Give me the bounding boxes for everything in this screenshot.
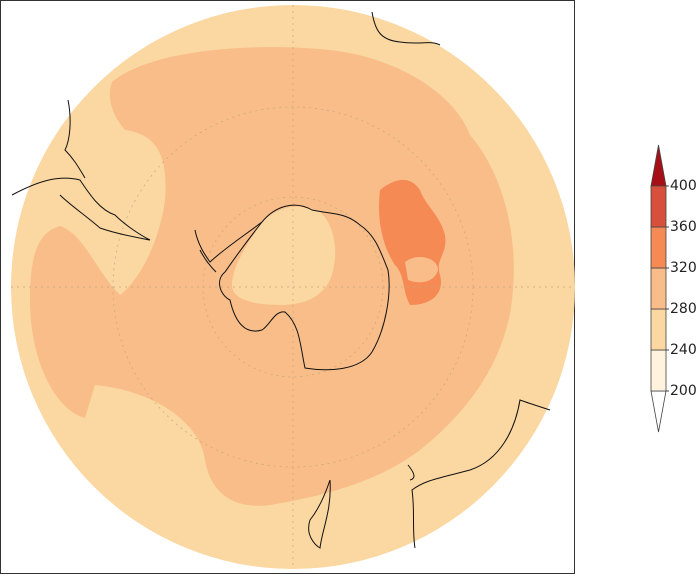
colorbar-under [650,390,667,433]
colorbar-label: 320 [670,260,697,276]
coastline [11,99,151,241]
colorbar-segment [650,226,667,269]
mid-hole [405,256,438,283]
colorbar-over [650,144,667,187]
colorbar-segment [650,349,667,392]
coastline [371,11,441,46]
map [0,0,575,574]
colorbar-segment [650,308,667,351]
colorbar-label: 360 [670,219,697,235]
colorbar-segment [650,267,667,310]
coastline [308,479,331,549]
colorbar-label: 400 [670,178,697,194]
colorbar-segment [650,185,667,228]
colorbar-label: 280 [670,301,697,317]
coastline [194,221,263,273]
colorbar-label: 240 [670,342,697,358]
coastline [407,399,551,549]
colorbar: 200 240 280 320 360 400 [650,144,697,433]
colorbar-label: 200 [670,383,697,399]
coastline [219,204,390,371]
low-field [232,206,336,305]
